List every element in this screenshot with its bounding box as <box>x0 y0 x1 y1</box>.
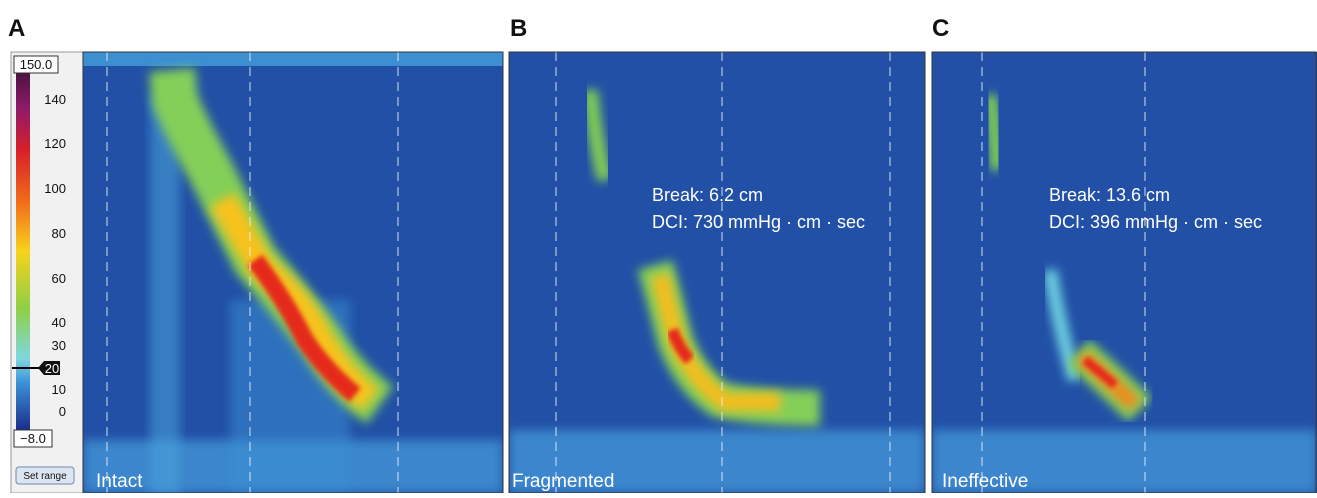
colorbar-strip <box>16 72 30 430</box>
figure: A B C 150.0 −8.0 14012010080604030100 20… <box>0 0 1317 493</box>
annotation: DCI: 396 mmHg · cm · sec <box>1049 212 1262 232</box>
panel-letter: B <box>510 15 527 42</box>
colorbar-tick-label: 10 <box>52 382 66 397</box>
panel-caption: Intact <box>96 471 143 492</box>
panel-caption: Ineffective <box>942 471 1028 492</box>
colorbar-tick-label: 140 <box>44 92 66 107</box>
colorbar-tick-label: 30 <box>52 338 66 353</box>
plot-c: Break: 13.6 cm DCI: 396 mmHg · cm · sec … <box>932 52 1317 493</box>
colorbar-tick-label: 60 <box>52 271 66 286</box>
colorbar-tick-label: 40 <box>52 315 66 330</box>
colorbar-tick-label: 100 <box>44 181 66 196</box>
panel-letter: A <box>8 15 25 42</box>
annotation: Break: 6.2 cm <box>652 185 763 205</box>
colorbar-tick-label: 0 <box>59 404 66 419</box>
set-range-label[interactable]: Set range <box>23 471 67 482</box>
panel-caption: Fragmented <box>512 471 614 492</box>
plot-b: Break: 6.2 cm DCI: 730 mmHg · cm · sec F… <box>509 52 925 493</box>
threshold-label: 20 <box>45 361 59 376</box>
page: {"panels":[ {"letter":"A","caption":"Int… <box>0 0 1317 493</box>
min-label: −8.0 <box>20 431 46 446</box>
colorbar-tick-label: 120 <box>44 136 66 151</box>
plot-a: Intact <box>83 52 503 493</box>
colorbar-tick-label: 80 <box>52 226 66 241</box>
annotation: Break: 13.6 cm <box>1049 185 1170 205</box>
annotation: DCI: 730 mmHg · cm · sec <box>652 212 865 232</box>
panel-letter: C <box>932 15 949 42</box>
max-label: 150.0 <box>20 57 53 72</box>
